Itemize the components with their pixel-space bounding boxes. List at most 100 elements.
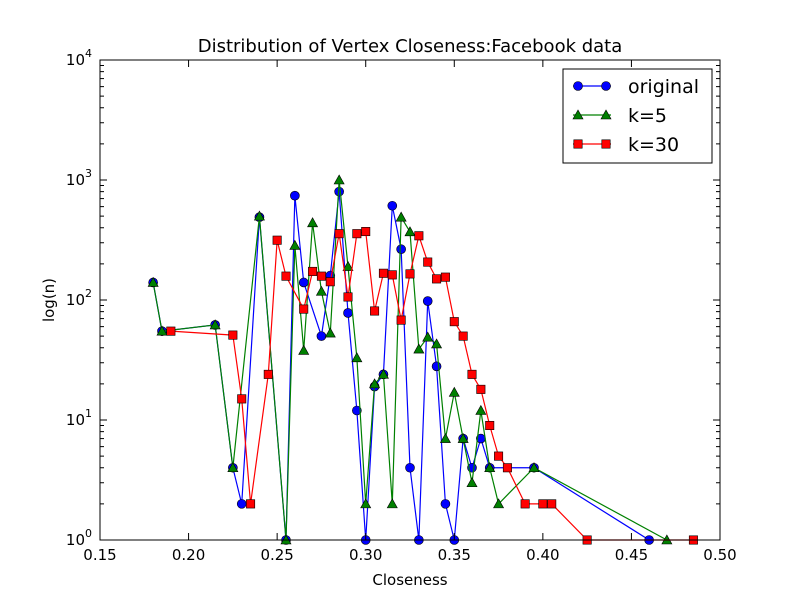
legend-box [562, 68, 713, 164]
data-point-k-5-4 [253, 210, 265, 221]
plot-area [147, 174, 698, 545]
x-tick-label-2: 0.25 [260, 546, 293, 564]
data-point-k-5-1 [156, 325, 168, 336]
data-point-k-5-17 [386, 498, 398, 509]
legend-marker-k-30-a [573, 139, 583, 149]
data-point-original-13 [352, 405, 362, 416]
data-point-k-30-21 [423, 257, 433, 267]
x-tick-label-6: 0.45 [615, 546, 648, 564]
data-point-k-5-15 [369, 378, 381, 389]
legend-marker-original-a [573, 81, 583, 91]
data-point-k-30-33 [547, 499, 557, 509]
data-point-k-30-29 [494, 451, 504, 461]
data-point-k-5-23 [439, 432, 451, 443]
chart-title: Distribution of Vertex Closeness:Faceboo… [198, 36, 623, 57]
data-point-original-23 [440, 499, 451, 509]
data-point-k-5-13 [351, 352, 363, 363]
data-point-k-30-4 [263, 369, 273, 379]
data-point-k-30-23 [440, 272, 450, 282]
data-point-k-30-9 [316, 271, 326, 281]
data-point-k-5-19 [404, 226, 416, 237]
data-point-k-30-16 [378, 268, 388, 278]
legend-label-k-30: k=30 [628, 134, 679, 156]
x-tick-label-3: 0.30 [349, 546, 382, 564]
data-point-k-30-18 [396, 315, 406, 325]
y-axis-label: log(n) [40, 278, 58, 322]
legend-marker-k-30-b [601, 139, 611, 149]
data-point-k-5-14 [360, 498, 372, 509]
data-point-original-17 [387, 200, 398, 211]
x-tick-label-1: 0.20 [172, 546, 205, 564]
data-point-original-18 [396, 244, 406, 255]
data-point-k-5-3 [227, 462, 239, 473]
data-point-original-8 [298, 277, 309, 288]
data-point-k-5-6 [289, 239, 301, 250]
data-point-k-30-26 [467, 369, 477, 379]
legend-label-original: original [628, 76, 699, 98]
x-axis-label: Closeness [372, 571, 447, 589]
data-point-k-30-5 [272, 235, 282, 245]
data-point-k-30-20 [414, 231, 424, 241]
data-point-k-5-24 [448, 386, 460, 397]
data-point-k-5-9 [315, 285, 327, 296]
data-point-k-5-8 [307, 217, 319, 228]
data-point-original-19 [405, 462, 415, 473]
data-point-k-5-27 [475, 404, 487, 415]
data-point-k-5-11 [333, 174, 345, 185]
data-point-k-5-22 [431, 338, 443, 349]
data-point-k-5-2 [209, 319, 221, 330]
data-point-k-30-10 [325, 277, 335, 287]
legend-label-k-5: k=5 [628, 105, 667, 127]
data-point-k-5-20 [413, 343, 425, 354]
data-point-original-12 [343, 308, 353, 318]
series-group [147, 174, 698, 545]
data-point-k-30-0 [166, 326, 176, 336]
data-point-k-30-1 [228, 330, 238, 340]
data-point-k-30-12 [343, 292, 353, 302]
data-point-k-30-30 [502, 463, 512, 473]
data-point-k-30-3 [246, 499, 256, 509]
data-point-k-30-13 [352, 229, 362, 239]
data-point-original-22 [431, 361, 442, 372]
data-point-k-30-8 [308, 266, 318, 276]
data-point-original-7 [290, 190, 300, 201]
data-point-k-30-14 [361, 227, 371, 237]
data-point-k-30-19 [405, 269, 415, 279]
data-point-k-5-18 [395, 211, 407, 222]
legend: original k=5 k=30 [562, 68, 713, 164]
data-point-k-30-2 [237, 394, 247, 404]
data-point-k-30-15 [370, 306, 380, 316]
data-point-k-5-21 [422, 331, 434, 342]
data-point-k-5-7 [298, 344, 310, 355]
x-tick-label-7: 0.50 [703, 546, 736, 564]
data-point-original-21 [422, 296, 433, 306]
data-point-k-5-26 [466, 477, 478, 488]
data-point-k-5-28 [484, 462, 496, 473]
y-tick-label-1: 101 [66, 407, 92, 429]
data-point-k-5-29 [493, 498, 505, 509]
data-point-k-30-32 [538, 499, 548, 509]
y-tick-label-2: 102 [66, 287, 92, 309]
x-tick-label-4: 0.35 [438, 546, 471, 564]
x-tick-label-0: 0.15 [83, 546, 116, 564]
series-line-k-5 [152, 179, 668, 541]
data-point-k-30-27 [476, 384, 486, 394]
data-point-k-5-16 [377, 368, 389, 379]
data-point-k-5-12 [342, 260, 354, 271]
x-tick-label-5: 0.40 [526, 546, 559, 564]
data-point-k-30-31 [520, 499, 530, 509]
data-point-k-5-25 [457, 432, 469, 443]
legend-marker-k-5-a [572, 109, 584, 120]
legend-marker-k-5-b [600, 109, 612, 120]
legend-marker-original-b [601, 81, 611, 91]
data-point-k-30-28 [485, 420, 495, 430]
data-point-original-4 [236, 499, 247, 509]
data-point-original-9 [316, 331, 327, 341]
data-point-k-5-10 [324, 327, 336, 338]
data-point-k-5-0 [147, 276, 159, 287]
y-tick-label-4: 104 [66, 47, 92, 69]
data-point-k-30-11 [334, 229, 344, 239]
y-tick-label-3: 103 [66, 167, 92, 189]
y-tick-label-0: 100 [66, 527, 92, 549]
